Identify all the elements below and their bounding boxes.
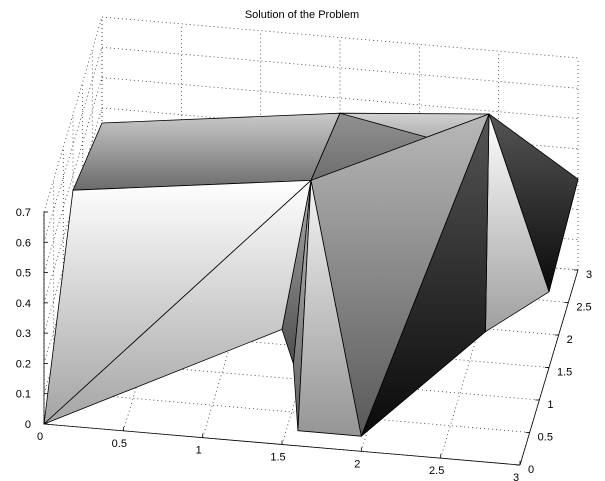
surface-face-right-fan-1 (360, 113, 490, 437)
y-tick-label: 3 (586, 269, 592, 281)
z-tick-label: 0.5 (16, 268, 31, 280)
y-tick-label: 2 (567, 334, 573, 346)
grid-line (101, 77, 579, 119)
surface-face-left-rear (72, 112, 341, 191)
chart-title: Solution of the Problem (245, 9, 359, 21)
x-tick-label: 2 (354, 458, 360, 470)
x-tick-label: 2.5 (429, 465, 444, 477)
surface-face-left-front-b (43, 179, 312, 425)
x-tick-label: 1.5 (270, 452, 285, 464)
z-tick-label: 0.4 (16, 298, 31, 310)
x-tick-label: 1 (196, 445, 202, 457)
z-tick-label: 0.1 (16, 389, 31, 401)
grid-layer (43, 16, 579, 466)
z-tick-label: 0.6 (16, 237, 31, 249)
x-tick-label: 3 (513, 472, 519, 481)
y-tick-label: 0 (528, 464, 534, 476)
z-tick-label: 0 (25, 419, 31, 431)
y-tick-label: 2.5 (576, 302, 591, 314)
surface-layer (43, 112, 579, 437)
z-tick-label: 0.2 (16, 358, 31, 370)
y-tick-label: 1 (547, 399, 553, 411)
grid-line (101, 16, 579, 59)
surface-face-center-fan-3 (297, 179, 362, 437)
axis-layer: 00.511.522.5300.511.522.5300.10.20.30.40… (16, 207, 592, 481)
x-tick-label: 0 (37, 431, 43, 443)
z-tick-label: 0.7 (16, 207, 31, 219)
x-tick-label: 0.5 (112, 438, 127, 450)
y-tick-label: 1.5 (557, 367, 572, 379)
z-tick-label: 0.3 (16, 328, 31, 340)
y-tick-label: 0.5 (538, 432, 553, 444)
